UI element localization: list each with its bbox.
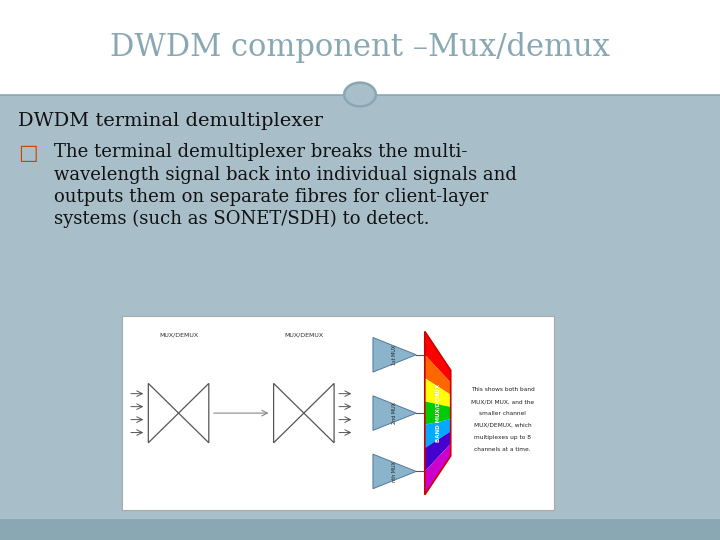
Polygon shape: [373, 454, 416, 489]
Text: nth MUX: nth MUX: [392, 461, 397, 482]
Text: MUX/DEMUX, which: MUX/DEMUX, which: [474, 423, 531, 428]
Circle shape: [344, 83, 376, 106]
Text: 2nd MUX: 2nd MUX: [392, 402, 397, 424]
Polygon shape: [373, 338, 416, 372]
FancyBboxPatch shape: [0, 0, 720, 94]
Text: This shows both band: This shows both band: [471, 387, 534, 392]
Polygon shape: [425, 444, 451, 495]
Text: MUX/DEMUX: MUX/DEMUX: [159, 333, 198, 338]
Polygon shape: [425, 419, 451, 448]
Text: DWDM terminal demultiplexer: DWDM terminal demultiplexer: [18, 112, 323, 131]
Text: The terminal demultiplexer breaks the multi-: The terminal demultiplexer breaks the mu…: [54, 143, 467, 161]
Polygon shape: [373, 396, 416, 430]
Polygon shape: [425, 401, 451, 425]
Text: smaller channel: smaller channel: [479, 411, 526, 416]
Text: MUX/DEMUX: MUX/DEMUX: [284, 333, 323, 338]
Polygon shape: [425, 332, 451, 382]
Text: wavelength signal back into individual signals and: wavelength signal back into individual s…: [54, 166, 517, 185]
Text: systems (such as SONET/SDH) to detect.: systems (such as SONET/SDH) to detect.: [54, 210, 430, 228]
Text: channels at a time.: channels at a time.: [474, 447, 531, 451]
Polygon shape: [425, 378, 451, 407]
FancyBboxPatch shape: [122, 316, 554, 510]
FancyBboxPatch shape: [0, 519, 720, 540]
Text: 1st MUX: 1st MUX: [392, 345, 397, 365]
Polygon shape: [425, 355, 451, 395]
Text: DWDM component –Mux/demux: DWDM component –Mux/demux: [110, 32, 610, 63]
Text: □: □: [18, 144, 37, 164]
Text: outputs them on separate fibres for client-layer: outputs them on separate fibres for clie…: [54, 188, 488, 206]
Text: multiplexes up to 8: multiplexes up to 8: [474, 435, 531, 440]
Text: MUX/DI MUX, and the: MUX/DI MUX, and the: [471, 399, 534, 404]
Polygon shape: [425, 431, 451, 471]
Text: BAND MUX/DEMUX: BAND MUX/DEMUX: [436, 384, 440, 442]
